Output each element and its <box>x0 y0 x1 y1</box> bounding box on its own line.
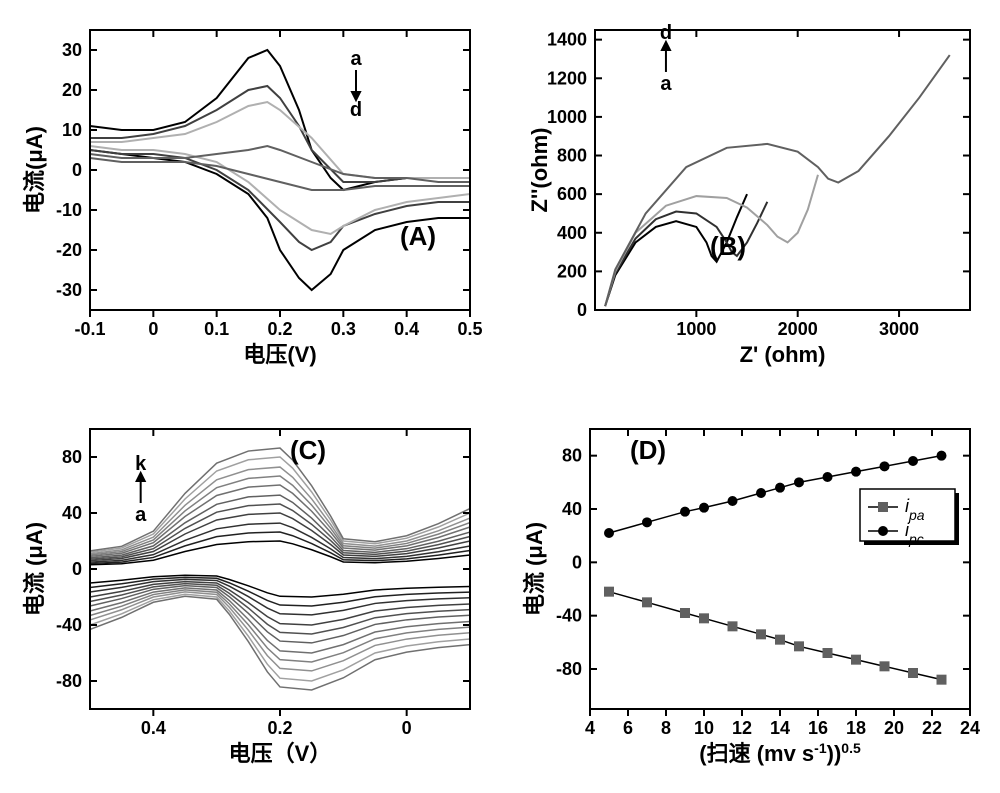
svg-text:0.3: 0.3 <box>331 319 356 339</box>
svg-text:(扫速 (mv s-1))0.5: (扫速 (mv s-1))0.5 <box>699 740 861 766</box>
svg-text:d: d <box>350 99 362 121</box>
svg-text:Z' (ohm): Z' (ohm) <box>740 342 826 367</box>
svg-text:-40: -40 <box>556 606 582 626</box>
svg-text:0.4: 0.4 <box>141 718 166 738</box>
figure-grid: -0.1 0 0.1 0.2 0.3 0.4 0.5 -30 -20 -10 0 10 20 30 电压(V… <box>10 10 990 783</box>
panel-b: 1000 2000 3000 0 200 400 600 800 1000 1200 1400 Z' … <box>510 10 990 384</box>
svg-text:200: 200 <box>557 261 587 281</box>
svg-text:1000: 1000 <box>676 319 716 339</box>
svg-text:0: 0 <box>572 552 582 572</box>
svg-text:10: 10 <box>62 120 82 140</box>
svg-text:24: 24 <box>960 718 980 738</box>
svg-text:0: 0 <box>72 160 82 180</box>
panel-a: -0.1 0 0.1 0.2 0.3 0.4 0.5 -30 -20 -10 0 10 20 30 电压(V… <box>10 10 490 384</box>
svg-text:(C): (C) <box>290 435 326 465</box>
svg-text:k: k <box>135 453 147 475</box>
svg-text:600: 600 <box>557 184 587 204</box>
svg-text:8: 8 <box>661 718 671 738</box>
svg-text:0.2: 0.2 <box>267 718 292 738</box>
svg-text:(A): (A) <box>400 221 436 251</box>
svg-text:0: 0 <box>72 559 82 579</box>
svg-text:Z''(ohm): Z''(ohm) <box>527 128 552 213</box>
svg-text:电压(V): 电压(V) <box>243 342 316 367</box>
svg-text:400: 400 <box>557 223 587 243</box>
svg-text:80: 80 <box>562 446 582 466</box>
svg-text:14: 14 <box>770 718 790 738</box>
svg-text:(D): (D) <box>630 435 666 465</box>
svg-text:4: 4 <box>585 718 595 738</box>
svg-text:a: a <box>350 48 362 70</box>
svg-text:800: 800 <box>557 146 587 166</box>
svg-text:2000: 2000 <box>778 319 818 339</box>
svg-text:d: d <box>660 22 672 44</box>
svg-text:a: a <box>660 73 672 95</box>
svg-text:1200: 1200 <box>547 68 587 88</box>
svg-text:22: 22 <box>922 718 942 738</box>
svg-text:-40: -40 <box>56 615 82 635</box>
svg-text:-10: -10 <box>56 200 82 220</box>
svg-text:20: 20 <box>884 718 904 738</box>
svg-text:18: 18 <box>846 718 866 738</box>
svg-text:20: 20 <box>62 80 82 100</box>
svg-text:1000: 1000 <box>547 107 587 127</box>
svg-text:10: 10 <box>694 718 714 738</box>
svg-text:0.2: 0.2 <box>267 319 292 339</box>
svg-text:0: 0 <box>148 319 158 339</box>
svg-text:0: 0 <box>402 718 412 738</box>
svg-text:-30: -30 <box>56 280 82 300</box>
svg-text:12: 12 <box>732 718 752 738</box>
svg-text:40: 40 <box>62 503 82 523</box>
svg-text:电流(μA): 电流(μA) <box>22 126 47 214</box>
svg-text:80: 80 <box>62 447 82 467</box>
svg-text:40: 40 <box>562 499 582 519</box>
svg-text:电流 (μA): 电流 (μA) <box>522 522 547 616</box>
svg-text:0.5: 0.5 <box>457 319 482 339</box>
svg-text:a: a <box>135 504 147 526</box>
svg-text:-80: -80 <box>56 671 82 691</box>
svg-text:30: 30 <box>62 40 82 60</box>
svg-text:0.1: 0.1 <box>204 319 229 339</box>
svg-text:-0.1: -0.1 <box>74 319 105 339</box>
svg-text:电流 (μA): 电流 (μA) <box>22 522 47 616</box>
svg-text:6: 6 <box>623 718 633 738</box>
svg-text:(B): (B) <box>710 231 746 261</box>
svg-text:-20: -20 <box>56 240 82 260</box>
svg-text:3000: 3000 <box>879 319 919 339</box>
svg-text:电压（V）: 电压（V） <box>229 741 332 766</box>
svg-text:-80: -80 <box>556 659 582 679</box>
panel-d: 4 6 8 10 12 14 16 18 20 22 24 -80 -40 0 40 80 (扫速 (mv s-… <box>510 409 990 783</box>
svg-text:0.4: 0.4 <box>394 319 419 339</box>
panel-c: 0.4 0.2 0 -80 -40 0 40 80 电压（V） 电流 (μA) (C) a k <box>10 409 490 783</box>
svg-text:1400: 1400 <box>547 30 587 50</box>
svg-text:0: 0 <box>577 300 587 320</box>
svg-text:16: 16 <box>808 718 828 738</box>
